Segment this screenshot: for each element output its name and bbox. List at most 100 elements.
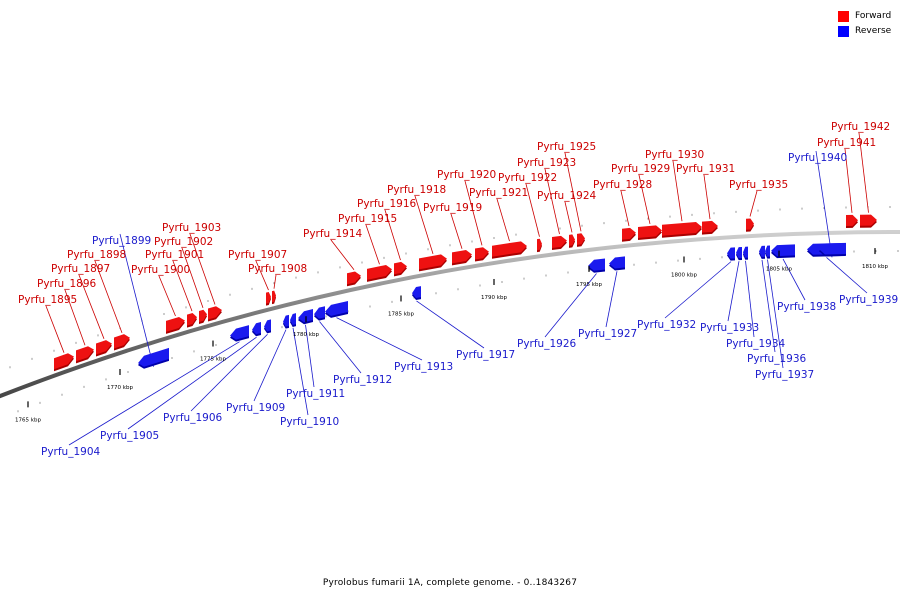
legend-reverse: Reverse	[838, 24, 891, 38]
gene-pyrfu-1901[interactable]	[187, 312, 197, 328]
gene-label[interactable]: Pyrfu_1929	[611, 163, 670, 175]
gene-label[interactable]: Pyrfu_1914	[303, 228, 363, 240]
gene-label[interactable]: Pyrfu_1917	[456, 349, 515, 361]
gene-pyrfu-1896[interactable]	[76, 346, 94, 364]
gene-label[interactable]: Pyrfu_1941	[817, 137, 876, 149]
gene-pyrfu-1924[interactable]	[569, 234, 575, 248]
gene-label[interactable]: Pyrfu_1910	[280, 416, 339, 428]
gene-pyrfu-1904[interactable]	[230, 325, 249, 342]
gene-pyrfu-1935[interactable]	[746, 218, 754, 232]
gene-pyrfu-1912[interactable]	[314, 306, 325, 321]
gene-pyrfu-1908[interactable]	[272, 290, 276, 305]
gene-pyrfu-1936[interactable]	[759, 245, 765, 259]
gene-label[interactable]: Pyrfu_1930	[645, 149, 704, 161]
gene-pyrfu-1941[interactable]	[846, 214, 858, 228]
gene-pyrfu-1932[interactable]	[727, 247, 735, 261]
gene-label[interactable]: Pyrfu_1932	[637, 319, 696, 331]
gene-pyrfu-1902[interactable]	[199, 309, 207, 325]
gene-pyrfu-1940[interactable]	[819, 242, 845, 257]
gene-pyrfu-1934[interactable]	[743, 246, 748, 260]
gene-pyrfu-1933[interactable]	[736, 246, 742, 261]
gene-label[interactable]: Pyrfu_1936	[747, 353, 807, 365]
gene-pyrfu-1899[interactable]	[138, 347, 169, 369]
scale-label: 1775 kbp	[200, 357, 226, 363]
gene-pyrfu-1931[interactable]	[702, 220, 718, 235]
gene-pyrfu-1897[interactable]	[96, 340, 112, 357]
gene-label[interactable]: Pyrfu_1901	[145, 249, 204, 261]
gene-label[interactable]: Pyrfu_1895	[18, 294, 77, 306]
gene-pyrfu-1938[interactable]	[771, 244, 795, 259]
gene-label[interactable]: Pyrfu_1920	[437, 169, 496, 181]
gene-pyrfu-1922[interactable]	[537, 238, 542, 253]
gene-pyrfu-1898[interactable]	[114, 334, 130, 351]
gene-pyrfu-1921[interactable]	[492, 241, 527, 259]
gene-pyrfu-1909[interactable]	[283, 314, 289, 329]
gene-label[interactable]: Pyrfu_1938	[777, 301, 836, 313]
gene-arrow	[622, 227, 636, 240]
gene-pyrfu-1907[interactable]	[266, 291, 271, 306]
gene-label[interactable]: Pyrfu_1906	[163, 412, 223, 424]
gene-label[interactable]: Pyrfu_1899	[92, 235, 151, 247]
gene-label[interactable]: Pyrfu_1903	[162, 222, 221, 234]
gene-label[interactable]: Pyrfu_1905	[100, 430, 159, 442]
gene-pyrfu-1926[interactable]	[588, 258, 605, 273]
gene-label[interactable]: Pyrfu_1915	[338, 213, 397, 225]
gene-pyrfu-1937[interactable]	[765, 245, 770, 259]
gene-label[interactable]: Pyrfu_1939	[839, 294, 898, 306]
gene-pyrfu-1910[interactable]	[290, 313, 296, 327]
gene-label[interactable]: Pyrfu_1897	[51, 263, 110, 275]
gene-pyrfu-1914[interactable]	[347, 271, 361, 287]
gene-label[interactable]: Pyrfu_1921	[469, 187, 528, 199]
gene-label[interactable]: Pyrfu_1909	[226, 402, 285, 414]
gene-pyrfu-1918[interactable]	[419, 254, 447, 272]
gene-label[interactable]: Pyrfu_1904	[41, 446, 101, 458]
gene-label[interactable]: Pyrfu_1925	[537, 141, 596, 153]
gene-label[interactable]: Pyrfu_1919	[423, 202, 482, 214]
gene-label[interactable]: Pyrfu_1913	[394, 361, 453, 373]
gene-pyrfu-1906[interactable]	[264, 319, 271, 334]
gene-pyrfu-1903[interactable]	[208, 306, 222, 322]
gene-label[interactable]: Pyrfu_1900	[131, 264, 190, 276]
gene-label[interactable]: Pyrfu_1898	[67, 249, 126, 261]
gene-pyrfu-1919[interactable]	[452, 250, 472, 266]
gene-label[interactable]: Pyrfu_1942	[831, 121, 890, 133]
gene-arrow	[54, 353, 74, 370]
gene-label[interactable]: Pyrfu_1935	[729, 179, 788, 191]
gene-pyrfu-1925[interactable]	[577, 233, 585, 247]
gene-label[interactable]: Pyrfu_1918	[387, 184, 446, 196]
gene-label[interactable]: Pyrfu_1923	[517, 157, 576, 169]
gene-label[interactable]: Pyrfu_1927	[578, 328, 637, 340]
gene-pyrfu-1923[interactable]	[552, 235, 567, 251]
gene-label[interactable]: Pyrfu_1940	[788, 152, 847, 164]
gene-pyrfu-1929[interactable]	[638, 225, 662, 241]
gene-label[interactable]: Pyrfu_1922	[498, 172, 557, 184]
gene-pyrfu-1928[interactable]	[622, 227, 636, 242]
gene-pyrfu-1913[interactable]	[325, 301, 348, 318]
gene-pyrfu-1927[interactable]	[609, 256, 625, 271]
gene-pyrfu-1917[interactable]	[412, 286, 421, 301]
gene-label[interactable]: Pyrfu_1902	[154, 236, 213, 248]
leader-line	[815, 150, 833, 258]
gene-label[interactable]: Pyrfu_1908	[248, 263, 307, 275]
gene-label[interactable]: Pyrfu_1926	[517, 338, 577, 350]
gene-pyrfu-1916[interactable]	[394, 261, 407, 277]
gene-pyrfu-1942[interactable]	[860, 214, 877, 228]
gene-pyrfu-1900[interactable]	[166, 316, 185, 334]
gene-label[interactable]: Pyrfu_1912	[333, 374, 392, 386]
gene-pyrfu-1895[interactable]	[54, 353, 74, 372]
gene-label[interactable]: Pyrfu_1934	[726, 338, 786, 350]
gene-label[interactable]: Pyrfu_1931	[676, 163, 735, 175]
gene-label[interactable]: Pyrfu_1907	[228, 249, 287, 261]
gene-label[interactable]: Pyrfu_1896	[37, 278, 97, 290]
gene-label[interactable]: Pyrfu_1916	[357, 198, 417, 210]
gene-pyrfu-1915[interactable]	[367, 264, 392, 282]
gene-label[interactable]: Pyrfu_1933	[700, 322, 759, 334]
gene-label[interactable]: Pyrfu_1928	[593, 179, 652, 191]
gene-pyrfu-1905[interactable]	[252, 321, 261, 337]
gene-pyrfu-1920[interactable]	[475, 247, 489, 262]
leader-line	[158, 275, 176, 317]
gene-pyrfu-1930[interactable]	[662, 222, 702, 238]
gene-label[interactable]: Pyrfu_1911	[286, 388, 345, 400]
gene-label[interactable]: Pyrfu_1924	[537, 190, 597, 202]
gene-label[interactable]: Pyrfu_1937	[755, 369, 814, 381]
